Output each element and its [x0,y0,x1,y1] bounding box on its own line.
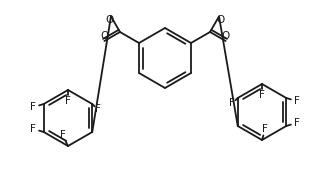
Text: O: O [221,31,230,41]
Text: F: F [30,102,36,112]
Text: F: F [60,130,66,140]
Text: F: F [65,96,71,106]
Text: F: F [294,118,300,128]
Text: O: O [216,15,224,25]
Text: O: O [106,15,114,25]
Text: F: F [262,124,268,134]
Text: F: F [294,96,300,106]
Text: F: F [95,104,101,115]
Text: F: F [30,124,36,134]
Text: O: O [100,31,109,41]
Text: F: F [259,90,265,100]
Text: F: F [229,98,235,108]
